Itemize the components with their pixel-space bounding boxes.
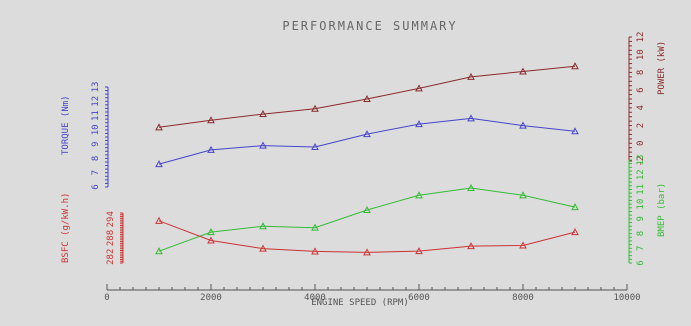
torque-axis-label: TORQUE (Nm) — [61, 95, 71, 155]
power-tick-label: 0 — [636, 141, 646, 146]
torque-tick-label: 12 — [91, 96, 101, 107]
torque-tick-label: 7 — [91, 170, 101, 175]
power-tick-label: 8 — [636, 70, 646, 75]
power-tick-label: 6 — [636, 87, 646, 92]
bmep-tick-label: 12 — [636, 169, 646, 180]
bmep-tick-label: 8 — [636, 231, 646, 236]
power-tick-label: 12 — [636, 32, 646, 43]
power-tick-label: 4 — [636, 105, 646, 110]
bmep-tick-label: 6 — [636, 260, 646, 265]
chart-title: PERFORMANCE SUMMARY — [282, 19, 457, 33]
power-tick-label: 10 — [636, 49, 646, 60]
bmep-tick-label: 11 — [636, 184, 646, 195]
bmep-axis-label: BMEP (bar) — [657, 183, 667, 237]
bsfc-tick-label: 288 — [106, 230, 116, 246]
torque-tick-label: 10 — [91, 124, 101, 135]
bmep-tick-label: 7 — [636, 246, 646, 251]
x-tick-label: 2000 — [200, 293, 222, 303]
x-tick-label: 0 — [104, 293, 109, 303]
bmep-tick-label: 13 — [636, 155, 646, 166]
bsfc-tick-label: 294 — [106, 211, 116, 227]
bsfc-tick-label: 282 — [106, 249, 116, 265]
power-tick-label: 2 — [636, 123, 646, 128]
power-axis-label: POWER (kW) — [657, 41, 667, 95]
torque-tick-label: 11 — [91, 110, 101, 121]
x-tick-label: 6000 — [408, 293, 430, 303]
bsfc-axis-label: BSFC (g/kW.h) — [61, 193, 71, 263]
x-axis-label: ENGINE SPEED (RPM) — [311, 298, 409, 308]
torque-tick-label: 9 — [91, 141, 101, 146]
bmep-tick-label: 10 — [636, 199, 646, 210]
x-tick-label: 8000 — [512, 293, 534, 303]
bmep-tick-label: 9 — [636, 216, 646, 221]
torque-tick-label: 6 — [91, 184, 101, 189]
torque-tick-label: 8 — [91, 156, 101, 161]
x-tick-label: 4000 — [304, 293, 326, 303]
torque-tick-label: 13 — [91, 82, 101, 93]
x-tick-label: 10000 — [613, 293, 640, 303]
